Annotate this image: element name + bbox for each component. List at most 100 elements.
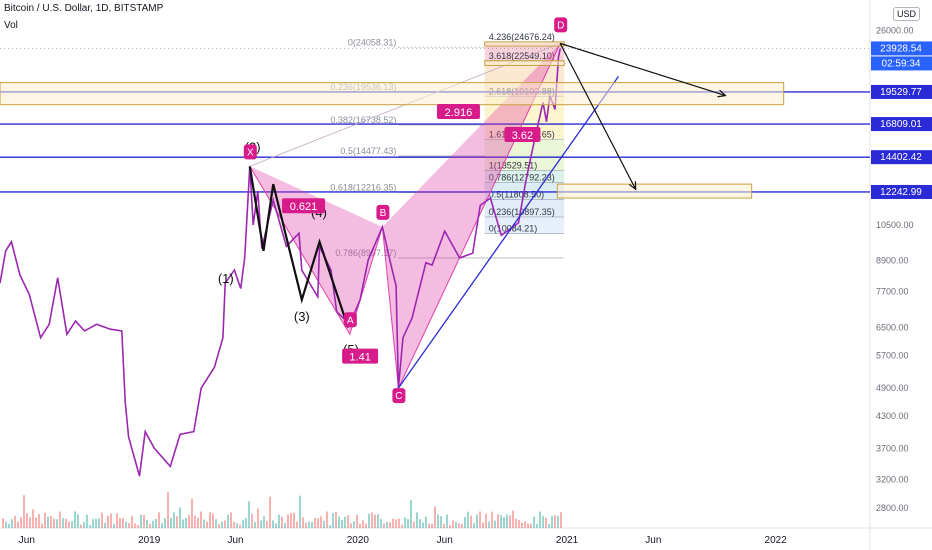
volume-bar	[38, 514, 40, 528]
volume-bar	[212, 513, 214, 528]
volume-bar	[224, 520, 226, 528]
volume-bar	[452, 520, 454, 528]
volume-bar	[476, 514, 478, 528]
pattern-point-label: D	[557, 20, 564, 31]
volume-bar	[239, 524, 241, 528]
volume-bar	[227, 514, 229, 528]
volume-bar	[197, 517, 199, 528]
volume-bar	[47, 516, 49, 528]
volume-bar	[362, 520, 364, 528]
volume-bar	[254, 522, 256, 528]
volume-bar	[119, 518, 121, 528]
volume-bar	[14, 515, 16, 528]
countdown-tag	[871, 56, 932, 71]
fib-label: 0.618(12216.35)	[330, 182, 396, 192]
volume-bar	[62, 518, 64, 528]
support-trendline	[397, 76, 620, 389]
volume-bar	[506, 514, 508, 528]
level-price-tag-text: 19529.77	[880, 87, 922, 98]
volume-bar	[191, 498, 193, 528]
currency-button[interactable]: USD	[893, 7, 921, 21]
volume-bar	[320, 516, 322, 528]
volume-bar	[542, 516, 544, 528]
level-price-tag	[871, 117, 932, 132]
volume-bar	[536, 523, 538, 528]
volume-bar	[473, 523, 475, 528]
volume-bar	[242, 520, 244, 528]
volume-bar	[347, 515, 349, 528]
volume-bar	[98, 518, 100, 528]
volume-bar	[269, 496, 271, 528]
current-price-tag	[871, 41, 932, 56]
volume-bar	[134, 523, 136, 528]
x-tick-label: 2021	[556, 535, 579, 546]
elliott-wave-lines	[248, 166, 350, 328]
volume-bar	[188, 514, 190, 528]
x-tick-label: 2019	[138, 535, 161, 546]
volume-bar	[341, 519, 343, 528]
volume-bar	[23, 495, 25, 528]
volume-bar	[545, 517, 547, 528]
volume-bar	[479, 511, 481, 528]
volume-bar	[554, 515, 556, 528]
fib-label: 0.786(8997.17)	[335, 248, 396, 258]
volume-bar	[101, 512, 103, 528]
volume-bar	[443, 523, 445, 528]
volume-bar	[41, 523, 43, 528]
volume-bar	[530, 524, 532, 528]
volume-bar	[74, 511, 76, 528]
volume-bar	[437, 514, 439, 528]
volume-bar	[518, 519, 520, 528]
pattern-point-label: B	[380, 208, 387, 219]
ratio-label: 2.916	[445, 107, 473, 119]
volume-bar	[500, 515, 502, 528]
volume-bar	[485, 513, 487, 528]
volume-bar	[266, 521, 268, 528]
volume-bar	[401, 524, 403, 528]
volume-bar	[68, 521, 70, 528]
volume-bar	[326, 511, 328, 528]
volume-bar	[164, 518, 166, 528]
ratio-badge	[504, 126, 541, 142]
volume-bar	[392, 518, 394, 528]
volume-bar	[359, 523, 361, 528]
volume-bar	[464, 517, 466, 528]
volume-bar	[458, 523, 460, 528]
volume-bar	[557, 515, 559, 528]
volume-bar	[488, 521, 490, 528]
volume-bar	[56, 519, 58, 528]
volume-bar	[548, 524, 550, 528]
volume-bar	[152, 520, 154, 528]
volume-bar	[29, 517, 31, 528]
volume-bar	[86, 514, 88, 528]
volume-bar	[95, 518, 97, 528]
y-tick-label: 7700.00	[876, 286, 909, 296]
ratio-badge	[282, 198, 326, 214]
fib-extension-zone	[484, 170, 565, 183]
level-price-tag	[871, 150, 932, 165]
volume-bar	[494, 520, 496, 528]
projection-arrow-2-head	[628, 181, 637, 191]
fib-extension-zone	[484, 139, 565, 171]
fib-extension-zone	[484, 199, 565, 217]
fib-ext-label: 0.786(12792.23)	[489, 173, 555, 183]
volume-bar	[383, 523, 385, 528]
volume-bar	[425, 516, 427, 528]
volume-bar	[200, 511, 202, 528]
volume-bar	[365, 523, 367, 528]
volume-bar	[407, 518, 409, 528]
volume-bar	[5, 521, 7, 528]
volume-bar	[167, 492, 169, 528]
volume-bar	[44, 512, 46, 528]
volume-bar	[83, 521, 85, 528]
volume-bar	[110, 513, 112, 528]
y-tick-label: 4900.00	[876, 383, 909, 393]
target-zone-box	[484, 60, 565, 66]
volume-bar	[182, 519, 184, 528]
ratio-label: 1.41	[349, 352, 370, 364]
ratio-label: 3.62	[512, 130, 533, 142]
volume-bar	[248, 501, 250, 528]
volume-bar	[497, 514, 499, 528]
volume-bar	[125, 521, 127, 528]
